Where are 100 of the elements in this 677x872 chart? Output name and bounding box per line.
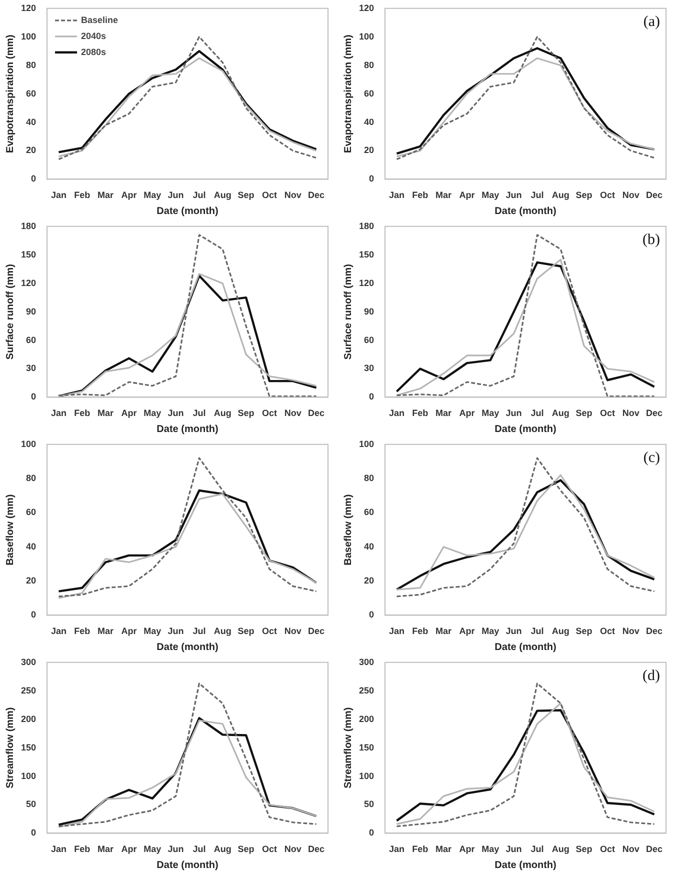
x-tick-label: Mar	[98, 190, 114, 200]
y-axis-title: Baseflow (mm)	[342, 494, 354, 566]
x-tick-label: Feb	[412, 190, 429, 200]
x-tick-label: Jan	[388, 408, 404, 418]
y-tick-label: 200	[20, 714, 36, 724]
x-tick-label: Nov	[622, 626, 640, 636]
line-series	[58, 457, 318, 598]
y-tick-label: 90	[364, 306, 374, 316]
x-tick-label: Apr	[121, 626, 138, 636]
x-tick-label: Aug	[214, 626, 232, 636]
y-tick-label: 90	[26, 306, 36, 316]
x-tick-label: Dec	[308, 844, 325, 854]
x-tick-label: Jul	[530, 626, 544, 636]
x-tick-label: Oct	[262, 190, 277, 200]
y-tick-label: 0	[31, 828, 36, 838]
x-tick-label: Oct	[600, 190, 615, 200]
line-series	[58, 234, 318, 398]
x-tick-label: Dec	[308, 190, 325, 200]
y-tick-label: 200	[358, 714, 374, 724]
x-tick-label: Apr	[459, 626, 476, 636]
x-tick-label: Nov	[622, 408, 640, 418]
x-tick-label: Dec	[308, 408, 325, 418]
x-tick-label: Nov	[622, 190, 640, 200]
y-tick-label: 300	[358, 656, 374, 667]
y-tick-label: 80	[364, 473, 374, 484]
x-tick-label: Sep	[576, 408, 593, 418]
x-tick-label: Mar	[98, 844, 114, 854]
x-tick-label: Nov	[284, 626, 302, 636]
x-tick-label: Sep	[238, 408, 255, 418]
x-tick-label: Apr	[459, 408, 476, 418]
y-tick-label: 150	[358, 249, 374, 260]
y-tick-label: 100	[358, 31, 374, 42]
y-tick-label: 0	[369, 392, 374, 402]
x-tick-label: Apr	[459, 844, 476, 854]
x-tick-label: Nov	[284, 408, 302, 418]
x-tick-label: Apr	[121, 190, 138, 200]
y-tick-label: 20	[364, 576, 374, 586]
y-tick-label: 40	[364, 116, 374, 127]
y-tick-label: 40	[364, 541, 374, 552]
x-tick-label: Feb	[74, 408, 91, 418]
y-tick-label: 30	[26, 363, 36, 374]
x-axis-title: Date (month)	[494, 860, 556, 871]
annotation: (d)	[642, 668, 660, 684]
x-tick-label: Aug	[214, 408, 232, 418]
x-axis-title: Date (month)	[494, 424, 556, 435]
x-axis-title: Date (month)	[156, 642, 218, 653]
x-tick-label: Dec	[308, 626, 325, 636]
annotation: (c)	[643, 450, 660, 466]
x-tick-label: Apr	[121, 408, 138, 418]
y-tick-label: 100	[20, 770, 36, 781]
y-tick-label: 100	[358, 770, 374, 781]
y-tick-label: 100	[20, 31, 36, 42]
x-tick-label: May	[482, 408, 500, 418]
x-tick-label: Oct	[262, 844, 277, 854]
x-tick-label: Nov	[622, 844, 640, 854]
x-tick-label: Aug	[214, 844, 232, 854]
x-tick-label: Aug	[214, 190, 232, 200]
x-tick-label: Mar	[436, 626, 452, 636]
y-tick-label: 60	[364, 334, 374, 345]
x-tick-label: Feb	[412, 408, 429, 418]
y-tick-label: 300	[20, 656, 36, 667]
y-tick-label: 120	[358, 2, 374, 13]
x-tick-label: Mar	[436, 844, 452, 854]
x-tick-label: Jan	[50, 408, 66, 418]
y-tick-label: 20	[26, 576, 36, 586]
y-tick-label: 0	[31, 392, 36, 402]
x-tick-label: Jul	[192, 190, 206, 200]
y-tick-label: 20	[364, 145, 374, 156]
y-tick-label: 250	[20, 685, 36, 696]
y-tick-label: 60	[26, 507, 36, 518]
y-tick-label: 120	[358, 278, 374, 288]
legend-label: 2080s	[81, 46, 106, 57]
x-tick-label: Aug	[552, 844, 570, 854]
x-tick-label: Jan	[388, 626, 404, 636]
x-tick-label: Jan	[50, 190, 66, 200]
y-axis-title: Streamflow (mm)	[4, 707, 16, 788]
line-series	[396, 682, 656, 828]
y-tick-label: 40	[26, 116, 36, 127]
x-axis-title: Date (month)	[156, 424, 218, 435]
y-tick-label: 250	[358, 685, 374, 696]
x-tick-label: Aug	[552, 190, 570, 200]
x-tick-label: Sep	[238, 844, 255, 854]
y-tick-label: 100	[358, 438, 374, 449]
y-tick-label: 80	[26, 60, 36, 70]
x-tick-label: May	[482, 626, 500, 636]
x-tick-label: May	[482, 190, 500, 200]
y-tick-label: 80	[364, 60, 374, 70]
y-tick-label: 150	[20, 249, 36, 260]
x-tick-label: Mar	[436, 408, 452, 418]
x-tick-label: Feb	[74, 626, 91, 636]
x-tick-label: Sep	[238, 626, 255, 636]
x-tick-label: Feb	[74, 844, 91, 854]
x-tick-label: Mar	[98, 408, 114, 418]
y-tick-label: 0	[369, 610, 374, 620]
y-tick-label: 50	[364, 799, 374, 810]
x-tick-label: Aug	[552, 408, 570, 418]
y-tick-label: 80	[26, 473, 36, 484]
y-tick-label: 0	[369, 828, 374, 838]
x-tick-label: Dec	[646, 408, 663, 418]
x-tick-label: May	[144, 626, 162, 636]
